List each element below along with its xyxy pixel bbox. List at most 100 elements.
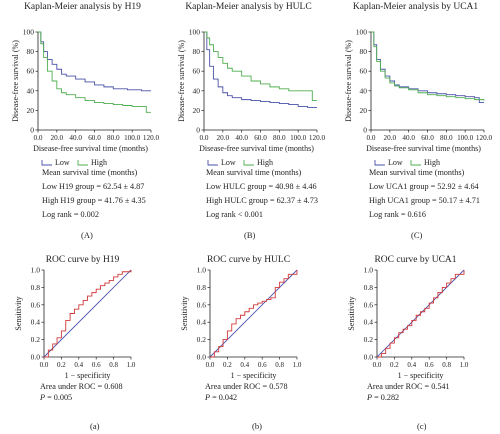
y-tick-label: 0 bbox=[30, 126, 34, 135]
x-tick-label: 20.0 bbox=[217, 134, 230, 142]
y-tick-label: 20 bbox=[27, 106, 35, 115]
y-tick-label: 100 bbox=[356, 28, 368, 37]
legend-swatch-low bbox=[207, 160, 218, 166]
legend-swatch-low bbox=[41, 160, 52, 166]
km-title: Kaplan-Meier analysis by H19 bbox=[24, 2, 141, 12]
y-axis-label: Disease-free survival (%) bbox=[344, 40, 353, 122]
roc-curve bbox=[377, 270, 465, 358]
km-stats: Mean survival time (months) Low HULC gro… bbox=[206, 166, 318, 222]
km-title: Kaplan-Meier analysis by UCA1 bbox=[352, 2, 479, 12]
y-tick-label: 0.8 bbox=[364, 283, 374, 292]
x-tick-label: 100.0 bbox=[290, 134, 307, 142]
y-tick-label: 0.6 bbox=[364, 300, 374, 309]
x-tick-label: 0.2 bbox=[390, 361, 399, 369]
y-tick-label: 0.2 bbox=[31, 335, 41, 344]
y-tick-label: 60 bbox=[360, 67, 368, 76]
x-tick-label: 1.0 bbox=[460, 361, 469, 369]
x-tick-label: 20.0 bbox=[384, 134, 397, 142]
km-panel-hulc: Kaplan-Meier analysis by HULC 0 20 40 60 80 1… bbox=[166, 2, 331, 247]
p-value: = 0.282 bbox=[372, 393, 400, 402]
x-tick-label: 40.0 bbox=[69, 134, 82, 142]
x-tick-label: 0.0 bbox=[206, 361, 215, 369]
stats-heading: Mean survival time (months) bbox=[206, 168, 302, 177]
roc-stats: Area under ROC = 0.578 P = 0.042 bbox=[205, 381, 288, 403]
legend-label-high: High bbox=[424, 158, 440, 167]
x-tick-label: 0.6 bbox=[258, 361, 267, 369]
y-axis-label: Sensitivity bbox=[14, 296, 23, 330]
panel-tag: (b) bbox=[252, 421, 262, 431]
legend-label-high: High bbox=[257, 158, 273, 167]
x-tick-label: 0.0 bbox=[34, 134, 43, 142]
x-tick-label: 1.0 bbox=[127, 361, 136, 369]
x-tick-label: 40.0 bbox=[402, 134, 415, 142]
roc-auc: Area under ROC = 0.608 bbox=[40, 382, 123, 391]
stats-logrank: Log rank < 0.001 bbox=[206, 210, 263, 219]
x-axis-label: Disease-free survival time (months) bbox=[33, 144, 148, 153]
y-tick-label: 0.0 bbox=[197, 353, 207, 362]
y-tick-label: 1.0 bbox=[197, 266, 207, 275]
stats-high: High UCA1 group = 50.17 ± 4.71 bbox=[369, 196, 480, 205]
y-tick-label: 0.4 bbox=[31, 318, 41, 327]
roc-p: P = 0.042 bbox=[205, 392, 288, 403]
x-tick-label: 0.0 bbox=[200, 134, 209, 142]
panel-tag: (C) bbox=[411, 230, 423, 240]
x-tick-label: 0.0 bbox=[367, 134, 376, 142]
y-tick-label: 0 bbox=[196, 126, 200, 135]
km-curve-low bbox=[204, 31, 317, 108]
x-tick-label: 120.0 bbox=[143, 134, 160, 142]
stats-high: High HULC group = 62.37 ± 4.73 bbox=[206, 196, 318, 205]
x-tick-label: 80.0 bbox=[273, 134, 286, 142]
km-curve-high bbox=[38, 31, 151, 113]
roc-chart-uca1: 0.0 0.2 0.4 0.6 0.8 1.0 0.0 0.2 0.4 0.6 0.8 1.0 Sens… bbox=[347, 266, 469, 381]
x-tick-label: 40.0 bbox=[235, 134, 248, 142]
y-tick-label: 100 bbox=[189, 28, 201, 37]
stats-logrank: Log rank = 0.616 bbox=[369, 210, 426, 219]
y-tick-label: 0.8 bbox=[197, 283, 207, 292]
x-tick-label: 0.4 bbox=[407, 361, 416, 369]
km-stats: Mean survival time (months) Low H19 grou… bbox=[42, 166, 146, 222]
legend-label-low: Low bbox=[221, 158, 236, 167]
x-tick-label: 0.4 bbox=[240, 361, 249, 369]
roc-title: ROC curve by HULC bbox=[206, 255, 291, 265]
panel-tag: (A) bbox=[81, 230, 93, 240]
roc-title: ROC curve by H19 bbox=[45, 255, 120, 265]
km-chart-uca1: 0 20 40 60 80 100 0.0 20.0 40.0 60.0 80.0 100.0 120.… bbox=[344, 28, 493, 168]
x-tick-label: 20.0 bbox=[51, 134, 64, 142]
y-tick-label: 0 bbox=[363, 126, 367, 135]
x-axis-label: Disease-free survival time (months) bbox=[366, 144, 481, 153]
p-label: P bbox=[40, 393, 46, 402]
x-tick-label: 0.8 bbox=[442, 361, 451, 369]
km-chart-h19: 0 20 40 60 80 100 0.0 20.0 40.0 60.0 80.0 100.0 120.… bbox=[11, 28, 160, 168]
legend-swatch-high bbox=[410, 160, 421, 166]
x-tick-label: 1.0 bbox=[293, 361, 302, 369]
y-tick-label: 40 bbox=[360, 86, 368, 95]
x-axis-label: 1 − specificity bbox=[398, 371, 444, 380]
legend-label-low: Low bbox=[388, 158, 403, 167]
stats-heading: Mean survival time (months) bbox=[42, 168, 138, 177]
x-tick-label: 80.0 bbox=[440, 134, 453, 142]
x-tick-label: 120.0 bbox=[476, 134, 493, 142]
y-tick-label: 0.6 bbox=[31, 300, 41, 309]
legend-swatch-high bbox=[77, 160, 88, 166]
reference-diagonal bbox=[43, 269, 132, 358]
y-axis-label: Disease-free survival (%) bbox=[11, 40, 20, 122]
p-label: P bbox=[367, 393, 373, 402]
y-tick-label: 40 bbox=[193, 86, 201, 95]
x-tick-label: 0.6 bbox=[92, 361, 101, 369]
x-tick-label: 80.0 bbox=[107, 134, 120, 142]
roc-curve bbox=[210, 270, 298, 358]
stats-low: Low HULC group = 40.98 ± 4.46 bbox=[206, 182, 317, 191]
km-title: Kaplan-Meier analysis by HULC bbox=[185, 2, 312, 12]
roc-chart-h19: 0.0 0.2 0.4 0.6 0.8 1.0 0.0 0.2 0.4 0.6 0.8 1.0 Sens… bbox=[14, 266, 136, 381]
y-tick-label: 0.2 bbox=[197, 335, 207, 344]
x-tick-label: 60.0 bbox=[421, 134, 434, 142]
y-tick-label: 0.0 bbox=[31, 353, 41, 362]
x-tick-label: 0.8 bbox=[109, 361, 118, 369]
legend-label-high: High bbox=[91, 158, 107, 167]
x-tick-label: 60.0 bbox=[254, 134, 267, 142]
y-tick-label: 80 bbox=[193, 47, 201, 56]
x-tick-label: 0.8 bbox=[275, 361, 284, 369]
panel-tag: (a) bbox=[90, 421, 100, 431]
y-axis-label: Sensitivity bbox=[180, 296, 189, 330]
panel-tag: (B) bbox=[244, 230, 256, 240]
